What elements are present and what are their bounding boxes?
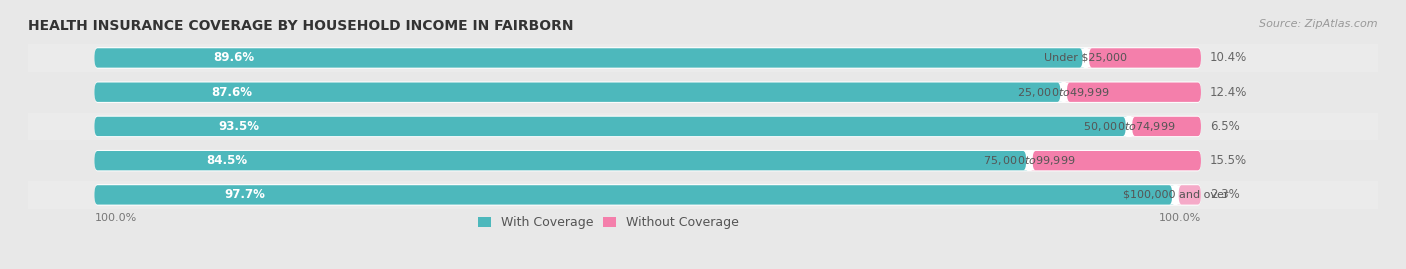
FancyBboxPatch shape (1175, 185, 1201, 205)
Text: Source: ZipAtlas.com: Source: ZipAtlas.com (1260, 19, 1378, 29)
FancyBboxPatch shape (94, 82, 1201, 103)
FancyBboxPatch shape (28, 113, 1378, 140)
Text: 12.4%: 12.4% (1209, 86, 1247, 99)
FancyBboxPatch shape (1129, 117, 1201, 136)
Text: 10.4%: 10.4% (1209, 51, 1247, 65)
FancyBboxPatch shape (94, 117, 1129, 136)
Text: $75,000 to $99,999: $75,000 to $99,999 (983, 154, 1076, 167)
Text: 100.0%: 100.0% (1159, 213, 1201, 223)
Legend: With Coverage, Without Coverage: With Coverage, Without Coverage (478, 216, 738, 229)
Text: $25,000 to $49,999: $25,000 to $49,999 (1018, 86, 1109, 99)
Text: 6.5%: 6.5% (1209, 120, 1240, 133)
FancyBboxPatch shape (1085, 48, 1201, 68)
FancyBboxPatch shape (94, 150, 1201, 171)
FancyBboxPatch shape (94, 151, 1029, 170)
FancyBboxPatch shape (1063, 83, 1201, 102)
Text: HEALTH INSURANCE COVERAGE BY HOUSEHOLD INCOME IN FAIRBORN: HEALTH INSURANCE COVERAGE BY HOUSEHOLD I… (28, 19, 574, 33)
FancyBboxPatch shape (28, 44, 1378, 72)
FancyBboxPatch shape (1057, 83, 1070, 102)
Text: 89.6%: 89.6% (214, 51, 254, 65)
Text: 100.0%: 100.0% (94, 213, 136, 223)
FancyBboxPatch shape (1024, 151, 1036, 170)
Text: 15.5%: 15.5% (1209, 154, 1247, 167)
Text: $50,000 to $74,999: $50,000 to $74,999 (1083, 120, 1175, 133)
Text: $100,000 and over: $100,000 and over (1122, 190, 1229, 200)
FancyBboxPatch shape (28, 147, 1378, 174)
Text: 2.3%: 2.3% (1209, 188, 1240, 201)
Text: Under $25,000: Under $25,000 (1045, 53, 1128, 63)
FancyBboxPatch shape (1122, 117, 1135, 136)
FancyBboxPatch shape (94, 185, 1175, 205)
FancyBboxPatch shape (94, 48, 1085, 68)
FancyBboxPatch shape (94, 116, 1201, 137)
FancyBboxPatch shape (94, 83, 1064, 102)
FancyBboxPatch shape (28, 79, 1378, 106)
Text: 93.5%: 93.5% (219, 120, 260, 133)
FancyBboxPatch shape (94, 184, 1201, 206)
Text: 97.7%: 97.7% (224, 188, 266, 201)
FancyBboxPatch shape (94, 47, 1201, 69)
FancyBboxPatch shape (1080, 48, 1092, 68)
FancyBboxPatch shape (1168, 185, 1182, 205)
Text: 87.6%: 87.6% (211, 86, 252, 99)
FancyBboxPatch shape (1029, 151, 1201, 170)
FancyBboxPatch shape (28, 181, 1378, 208)
Text: 84.5%: 84.5% (207, 154, 247, 167)
